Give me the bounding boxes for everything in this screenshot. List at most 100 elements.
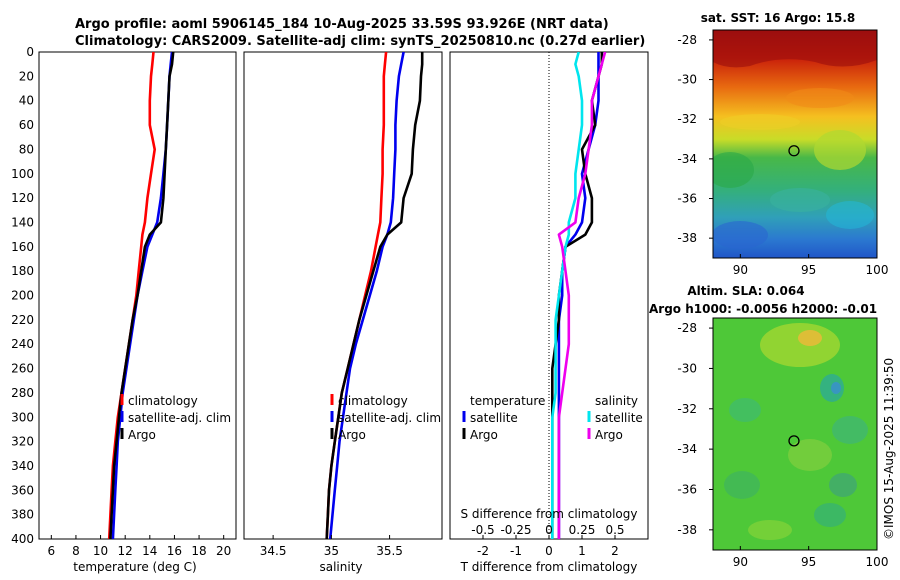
sst-map-image [713, 30, 877, 258]
x-tick-label: 8 [72, 544, 80, 558]
profile-line-climatology [325, 52, 388, 539]
difference-legend: temperature satellite Argo salinity sate… [462, 394, 643, 442]
depth-tick-label: 100 [11, 167, 34, 181]
depth-tick-label: 80 [19, 142, 34, 156]
depth-tick-label: 60 [19, 118, 34, 132]
legend-label-argo: Argo [128, 428, 156, 442]
map-y-tick-label: -30 [677, 73, 697, 87]
depth-tick-label: 180 [11, 264, 34, 278]
map-x-tick-label: 90 [733, 555, 748, 569]
x-tick-label: 16 [167, 544, 182, 558]
legend-label-s-satellite: satellite [595, 411, 643, 425]
map-y-tick-label: -36 [677, 192, 697, 206]
map-y-tick-label: -32 [677, 402, 697, 416]
depth-tick-label: 20 [19, 69, 34, 83]
figure-title-line1: Argo profile: aoml 5906145_184 10-Aug-20… [75, 17, 609, 32]
x-tick-label: 0 [545, 544, 553, 558]
sla-map-frame [712, 317, 878, 551]
x-tick-label: -2 [477, 544, 489, 558]
sst-map-frame [712, 29, 878, 259]
profile-line-s-argo [557, 52, 607, 539]
map-y-tick-label: -36 [677, 482, 697, 496]
depth-tick-label: 240 [11, 337, 34, 351]
salinity-x-label: salinity [319, 560, 362, 574]
depth-tick-label: 300 [11, 410, 34, 424]
temperature-profile-lines [107, 52, 175, 539]
depth-tick-label: 320 [11, 435, 34, 449]
figure-title-line2: Climatology: CARS2009. Satellite-adj cli… [75, 34, 645, 49]
depth-tick-label: 160 [11, 240, 34, 254]
depth-tick-label: 220 [11, 313, 34, 327]
salinity-diff-tick-label: 0 [545, 523, 553, 537]
depth-tick-label: 380 [11, 508, 34, 522]
legend-label-satellite: satellite-adj. clim [338, 411, 441, 425]
sst-map-title: sat. SST: 16 Argo: 15.8 [701, 11, 855, 25]
map-y-tick-label: -34 [677, 442, 697, 456]
x-tick-label: 34.5 [260, 544, 287, 558]
map-y-tick-label: -34 [677, 152, 697, 166]
legend-label-climatology: climatology [338, 394, 408, 408]
map-x-tick-label: 90 [733, 263, 748, 277]
legend-label-argo: Argo [338, 428, 366, 442]
salinity-plot-frame [243, 51, 443, 540]
x-tick-label: 1 [578, 544, 586, 558]
depth-tick-label: 340 [11, 459, 34, 473]
difference-x-label: T difference from climatology [460, 560, 638, 574]
x-tick-label: 6 [47, 544, 55, 558]
sst-map-ticks: 90 95 100 -28 -30 -32 -34 -36 -38 [677, 33, 888, 277]
sla-map-title: Altim. SLA: 0.064 [687, 284, 804, 298]
profile-line-satellite-adj-clim [328, 52, 405, 539]
legend-label-climatology: climatology [128, 394, 198, 408]
map-y-tick-label: -30 [677, 361, 697, 375]
legend-label-t-satellite: satellite [470, 411, 518, 425]
x-tick-label: -1 [510, 544, 522, 558]
depth-tick-label: 120 [11, 191, 34, 205]
salinity-difference-x-label: S difference from climatology [461, 507, 638, 521]
imos-timestamp-watermark: ©IMOS 15-Aug-2025 11:39:50 [882, 358, 896, 540]
depth-tick-label: 200 [11, 289, 34, 303]
depth-tick-label: 40 [19, 94, 34, 108]
temperature-legend: climatology satellite-adj. clim Argo [120, 394, 231, 442]
x-tick-label: 10 [93, 544, 108, 558]
depth-tick-label: 280 [11, 386, 34, 400]
map-y-tick-label: -38 [677, 231, 697, 245]
salinity-diff-tick-label: -0.25 [500, 523, 531, 537]
depth-tick-label: 400 [11, 532, 34, 546]
x-tick-label: 35.5 [376, 544, 403, 558]
temperature-x-label: temperature (deg C) [73, 560, 196, 574]
profile-line-argo [325, 52, 424, 539]
map-x-tick-label: 95 [801, 555, 816, 569]
legend-label-s-argo: Argo [595, 428, 623, 442]
difference-x-ticks: -2 -1 0 1 2 [477, 535, 619, 558]
x-tick-label: 14 [142, 544, 157, 558]
sla-map-ticks: 90 95 100 -28 -30 -32 -34 -36 -38 [677, 321, 888, 569]
salinity-diff-tick-label: -0.5 [471, 523, 494, 537]
legend-label-t-argo: Argo [470, 428, 498, 442]
legend-label-satellite: satellite-adj. clim [128, 411, 231, 425]
profile-line-satellite-adj-clim [111, 52, 174, 539]
salinity-x-ticks: 34.5 35 35.5 [260, 535, 403, 558]
difference-profile-lines [548, 52, 607, 539]
map-y-tick-label: -28 [677, 321, 697, 335]
salinity-diff-tick-label: 0.25 [569, 523, 596, 537]
temperature-plot-frame [38, 51, 237, 540]
depth-tick-label: 260 [11, 362, 34, 376]
sla-map-subtitle: Argo h1000: -0.0056 h2000: -0.01 [649, 302, 877, 316]
map-x-tick-label: 95 [801, 263, 816, 277]
salinity-diff-tick-label: 0.5 [605, 523, 624, 537]
x-tick-label: 20 [216, 544, 231, 558]
x-tick-label: 12 [118, 544, 133, 558]
map-y-tick-label: -28 [677, 33, 697, 47]
sla-map-image [713, 318, 877, 550]
map-y-tick-label: -32 [677, 112, 697, 126]
map-x-tick-label: 100 [866, 555, 889, 569]
sst-argo-location-marker [788, 145, 800, 157]
salinity-legend: climatology satellite-adj. clim Argo [330, 394, 441, 442]
legend-heading-temperature: temperature [470, 394, 545, 408]
profile-line-s-satellite [550, 52, 584, 539]
map-x-tick-label: 100 [866, 263, 889, 277]
depth-axis-labels: 0 20 40 60 80 100 120 140 160 180 200 220 240 260 280 3… [11, 45, 34, 546]
x-tick-label: 2 [611, 544, 619, 558]
depth-tick-label: 0 [26, 45, 34, 59]
